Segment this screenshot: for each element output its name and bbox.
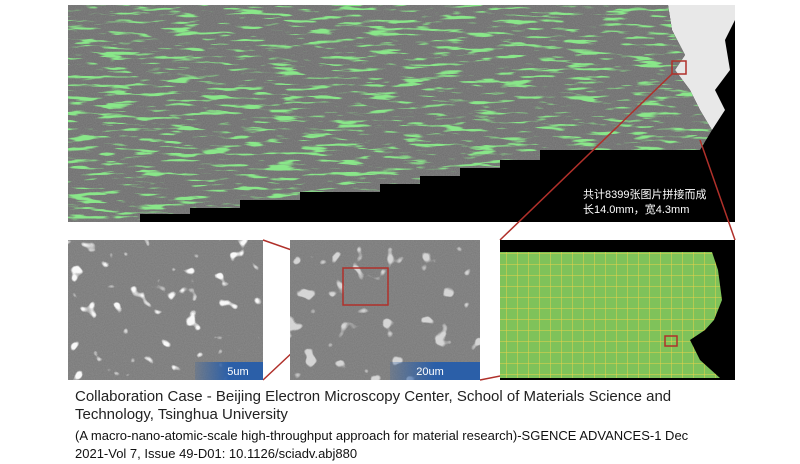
annotation: 长14.0mm，宽4.3mm	[583, 202, 689, 216]
connector	[699, 139, 736, 241]
caption: Collaboration Case - Beijing Electron Mi…	[75, 388, 671, 405]
grid-panel	[500, 240, 735, 380]
sem-panel: 20um	[290, 240, 480, 380]
connector	[499, 73, 673, 241]
mosaic-image: 共计8399张图片拼接而成 长14.0mm，宽4.3mm	[68, 5, 735, 222]
annotation: 共计8399张图片拼接而成	[583, 187, 706, 201]
caption: Technology, Tsinghua University	[75, 406, 288, 423]
scale-bar-label: 20um	[416, 366, 444, 378]
caption: (A macro-nano-atomic-scale high-throughp…	[75, 428, 689, 443]
sem-panel: 5um	[68, 240, 263, 380]
scale-bar-label: 5um	[227, 366, 248, 378]
caption: 2021-Vol 7, Issue 49-D01: 10.1126/sciadv…	[75, 446, 357, 461]
